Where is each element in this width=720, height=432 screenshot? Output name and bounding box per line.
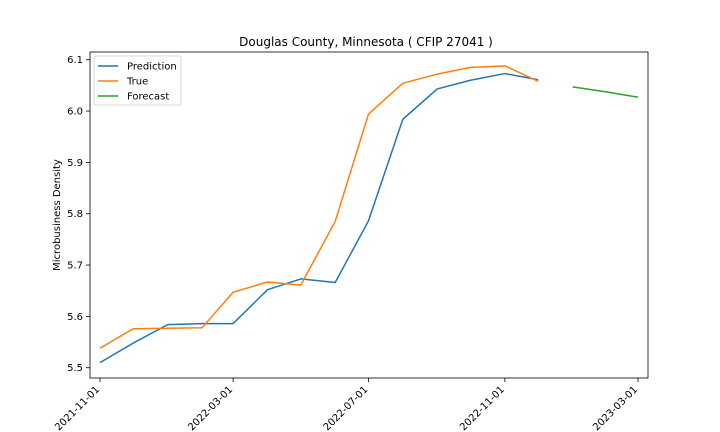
x-tick-label: 2022-03-01 [186, 384, 235, 432]
series-line-prediction [99, 72, 539, 364]
y-tick-label: 5.5 [67, 363, 83, 374]
y-tick-label: 5.7 [67, 261, 83, 272]
legend-label-forecast: Forecast [127, 92, 169, 103]
x-tick-label: 2023-03-01 [591, 384, 640, 432]
x-tick-label: 2022-11-01 [458, 384, 507, 432]
series-line-forecast [572, 86, 639, 98]
y-axis-label: Microbusiness Density [52, 159, 63, 271]
series-line-true [99, 65, 539, 349]
x-axis: 2021-11-01 2022-03-01 2022-07-01 2022-11-01… [53, 378, 640, 432]
legend: Prediction True Forecast [93, 55, 182, 106]
y-axis: 5.5 5.6 5.7 5.8 5.9 6.0 6.1 [67, 55, 90, 374]
legend-label-true: True [126, 77, 148, 88]
legend-box [93, 55, 182, 106]
chart-title: Douglas County, Minnesota ( CFIP 27041 ) [239, 35, 493, 49]
legend-label-prediction: Prediction [127, 62, 177, 73]
y-tick-label: 5.6 [67, 312, 83, 323]
y-tick-label: 5.9 [67, 158, 83, 169]
y-tick-label: 6.1 [67, 55, 83, 66]
series-lines [99, 65, 639, 364]
x-tick-label: 2021-11-01 [53, 384, 102, 432]
y-tick-label: 6.0 [67, 107, 83, 118]
plot-area [89, 51, 649, 379]
y-tick-label: 5.8 [67, 209, 83, 220]
x-tick-label: 2022-07-01 [322, 384, 371, 432]
